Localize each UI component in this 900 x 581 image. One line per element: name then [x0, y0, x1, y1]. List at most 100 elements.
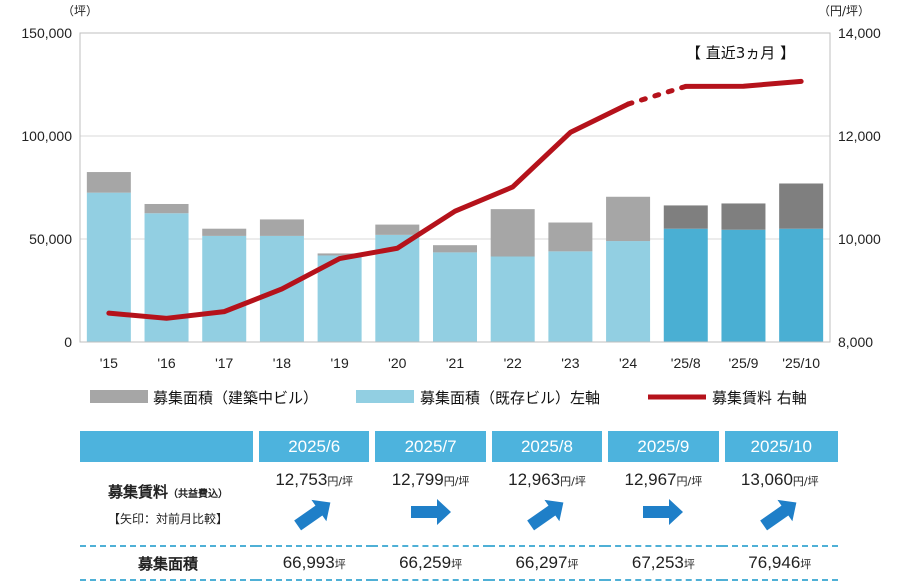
table-month: 2025/6	[252, 431, 373, 462]
legend-existing-label: 募集面積（既存ビル）左軸	[420, 389, 600, 407]
plot-frame	[79, 32, 831, 343]
table-area-row: 募集面積 66,993坪 66,259坪 66,297坪 67,253坪 76,…	[80, 546, 838, 581]
area-cell: 66,259坪	[372, 546, 489, 581]
bar-construction	[721, 203, 766, 230]
x-axis-tick-label: '25/9	[729, 355, 759, 371]
arrow-note: 【矢印：対前月比較】	[107, 511, 228, 526]
bar-existing	[721, 229, 766, 342]
table-month: 2025/8	[485, 431, 606, 462]
x-axis-tick-label: '15	[100, 355, 118, 371]
bar-existing	[663, 228, 708, 342]
bar-existing	[606, 241, 651, 342]
arrow-body	[294, 499, 331, 531]
x-axis-tick-label: '25/8	[671, 355, 701, 371]
rent-cell: 12,967円/坪	[605, 462, 722, 547]
area-cell: 76,946坪	[721, 546, 838, 581]
rent-cell: 12,963円/坪	[488, 462, 606, 547]
x-axis-tick-label: '23	[561, 355, 579, 371]
rent-value: 12,753	[275, 470, 328, 489]
area-unit: 坪	[567, 558, 579, 571]
area-value: 76,946	[748, 553, 801, 572]
area-label: 募集面積	[137, 555, 198, 573]
table-header-row: 2025/6 2025/7 2025/8 2025/9 2025/10	[80, 431, 838, 462]
area-cell: 66,297坪	[488, 546, 606, 581]
arrow-shape	[759, 499, 797, 531]
area-cell: 67,253坪	[605, 546, 722, 581]
table-month: 2025/9	[602, 431, 722, 462]
bar-construction	[490, 209, 535, 257]
table-month: 2025/10	[718, 431, 838, 462]
bar-construction	[86, 172, 131, 193]
bar-construction	[144, 203, 189, 214]
arrow-shape	[410, 499, 451, 525]
rent-cell: 12,799円/坪	[372, 462, 489, 547]
bar-existing	[317, 255, 362, 342]
area-cell: 66,993坪	[256, 546, 373, 581]
bar-construction	[548, 222, 593, 252]
monthly-data-table: 2025/6 2025/7 2025/8 2025/9 2025/10 募集賃料…	[80, 431, 838, 581]
area-unit: 坪	[451, 558, 463, 571]
x-axis-tick-label: '22	[504, 355, 522, 371]
rent-value: 12,799	[391, 470, 444, 489]
bar-existing	[548, 251, 593, 342]
bar-construction	[779, 183, 824, 229]
bar-construction	[375, 224, 420, 235]
area-value: 67,253	[631, 553, 684, 572]
rent-sublabel: （共益費込）	[168, 488, 228, 500]
area-unit: 坪	[683, 558, 695, 571]
bar-construction	[433, 245, 477, 253]
right-axis-tick-label: 14,000	[838, 25, 881, 41]
left-axis-unit: （坪）	[62, 4, 98, 18]
table-month: 2025/7	[369, 431, 489, 462]
legend-existing-swatch	[356, 390, 414, 403]
table-rent-row: 募集賃料（共益費込） 【矢印：対前月比較】 12,753円/坪 12,799円/…	[80, 462, 838, 547]
rent-value: 12,963	[508, 470, 561, 489]
bar-existing	[86, 192, 131, 342]
rent-unit: 円/坪	[676, 475, 703, 488]
bar-existing	[490, 256, 535, 342]
legend-construction-swatch	[90, 390, 148, 403]
x-axis-tick-label: '18	[273, 355, 291, 371]
x-axis-tick-label: '25/10	[782, 355, 820, 371]
rent-area-chart: 0 50,000 100,000 150,000 8,000 10,000 12,000 14…	[21, 4, 881, 407]
rent-row-label: 募集賃料（共益費込） 【矢印：対前月比較】	[80, 462, 256, 547]
bar-construction	[663, 205, 708, 229]
rent-unit: 円/坪	[327, 475, 354, 488]
arrow-up-icon	[527, 499, 564, 531]
arrow-body	[759, 499, 797, 531]
rent-value: 13,060	[740, 470, 793, 489]
rent-unit: 円/坪	[560, 475, 586, 488]
table-corner	[80, 431, 256, 462]
bar-existing	[433, 252, 477, 342]
rent-value: 12,967	[624, 470, 677, 489]
bar-existing	[779, 228, 824, 342]
x-axis-tick-label: '16	[157, 355, 175, 371]
area-unit: 坪	[334, 558, 346, 571]
area-value: 66,297	[515, 553, 568, 572]
recent-three-months-label: 【 直近3ヵ月 】	[686, 44, 795, 62]
x-axis-tick-label: '19	[330, 355, 348, 371]
arrow-right-icon	[643, 499, 684, 525]
rent-label: 募集賃料	[107, 483, 168, 501]
bar-construction	[606, 196, 651, 242]
arrow-up-icon	[294, 499, 331, 531]
bar-construction	[317, 253, 362, 256]
right-axis-unit: （円/坪）	[818, 4, 870, 18]
arrow-body	[643, 499, 684, 525]
arrow-up-icon	[759, 499, 797, 531]
bar-existing	[144, 213, 189, 342]
bar-construction	[202, 228, 247, 236]
right-axis-tick-label: 12,000	[838, 128, 881, 144]
rent-unit: 円/坪	[792, 475, 819, 488]
left-axis-tick-label: 150,000	[21, 25, 72, 41]
x-axis-tick-label: '21	[446, 355, 464, 371]
left-axis-tick-label: 50,000	[29, 231, 72, 247]
x-axis-tick-label: '17	[215, 355, 233, 371]
rent-unit: 円/坪	[443, 475, 470, 488]
rent-line-recent	[683, 78, 804, 89]
arrow-body	[410, 499, 451, 525]
legend-construction-label: 募集面積（建築中ビル）	[153, 389, 318, 407]
left-axis-tick-label: 0	[64, 334, 72, 350]
arrow-shape	[643, 499, 684, 525]
left-axis-tick-label: 100,000	[21, 128, 72, 144]
